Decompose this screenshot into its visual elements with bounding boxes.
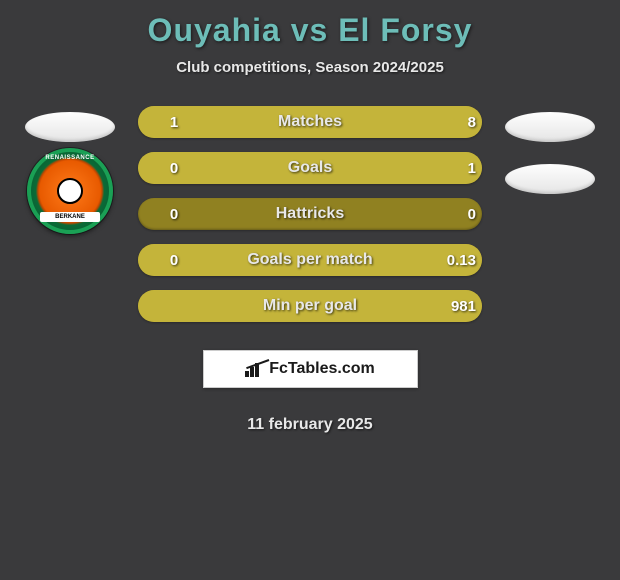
- stat-value-left: 0: [144, 252, 204, 269]
- page-title: Ouyahia vs El Forsy: [20, 12, 600, 49]
- ball-icon: [57, 178, 83, 204]
- stat-label: Min per goal: [204, 297, 416, 315]
- stat-label: Hattricks: [204, 205, 416, 223]
- stat-bar: 0Hattricks0: [138, 198, 482, 230]
- stat-label: Goals: [204, 159, 416, 177]
- right-column: [500, 106, 600, 194]
- date-text: 11 february 2025: [20, 416, 600, 434]
- left-column: RENAISSANCE BERKANE: [20, 106, 120, 234]
- stat-bar: 1Matches8: [138, 106, 482, 138]
- stat-label: Matches: [204, 113, 416, 131]
- stat-value-right: 981: [416, 298, 476, 315]
- player-ellipse-right-2: [505, 164, 595, 194]
- subtitle: Club competitions, Season 2024/2025: [20, 59, 600, 76]
- brand-box[interactable]: FcTables.com: [203, 350, 418, 388]
- stat-bar: 0Goals1: [138, 152, 482, 184]
- main-row: RENAISSANCE BERKANE 1Matches80Goals10Hat…: [20, 106, 600, 322]
- club-logo-banner: BERKANE: [40, 212, 100, 222]
- stat-bar: Min per goal981: [138, 290, 482, 322]
- stat-bar: 0Goals per match0.13: [138, 244, 482, 276]
- infographic-root: Ouyahia vs El Forsy Club competitions, S…: [0, 0, 620, 446]
- stat-value-right: 8: [416, 114, 476, 131]
- stat-value-right: 0.13: [416, 252, 476, 269]
- stat-label: Goals per match: [204, 251, 416, 269]
- player-ellipse-left: [25, 112, 115, 142]
- player-ellipse-right-1: [505, 112, 595, 142]
- brand-label: FcTables.com: [269, 360, 375, 378]
- stat-value-left: 0: [144, 160, 204, 177]
- stat-value-left: 1: [144, 114, 204, 131]
- stat-value-right: 0: [416, 206, 476, 223]
- club-logo-left: RENAISSANCE BERKANE: [27, 148, 113, 234]
- chart-icon: [245, 361, 265, 377]
- stat-value-right: 1: [416, 160, 476, 177]
- stat-value-left: 0: [144, 206, 204, 223]
- stat-bars: 1Matches80Goals10Hattricks00Goals per ma…: [138, 106, 482, 322]
- club-logo-top-text: RENAISSANCE: [45, 155, 94, 161]
